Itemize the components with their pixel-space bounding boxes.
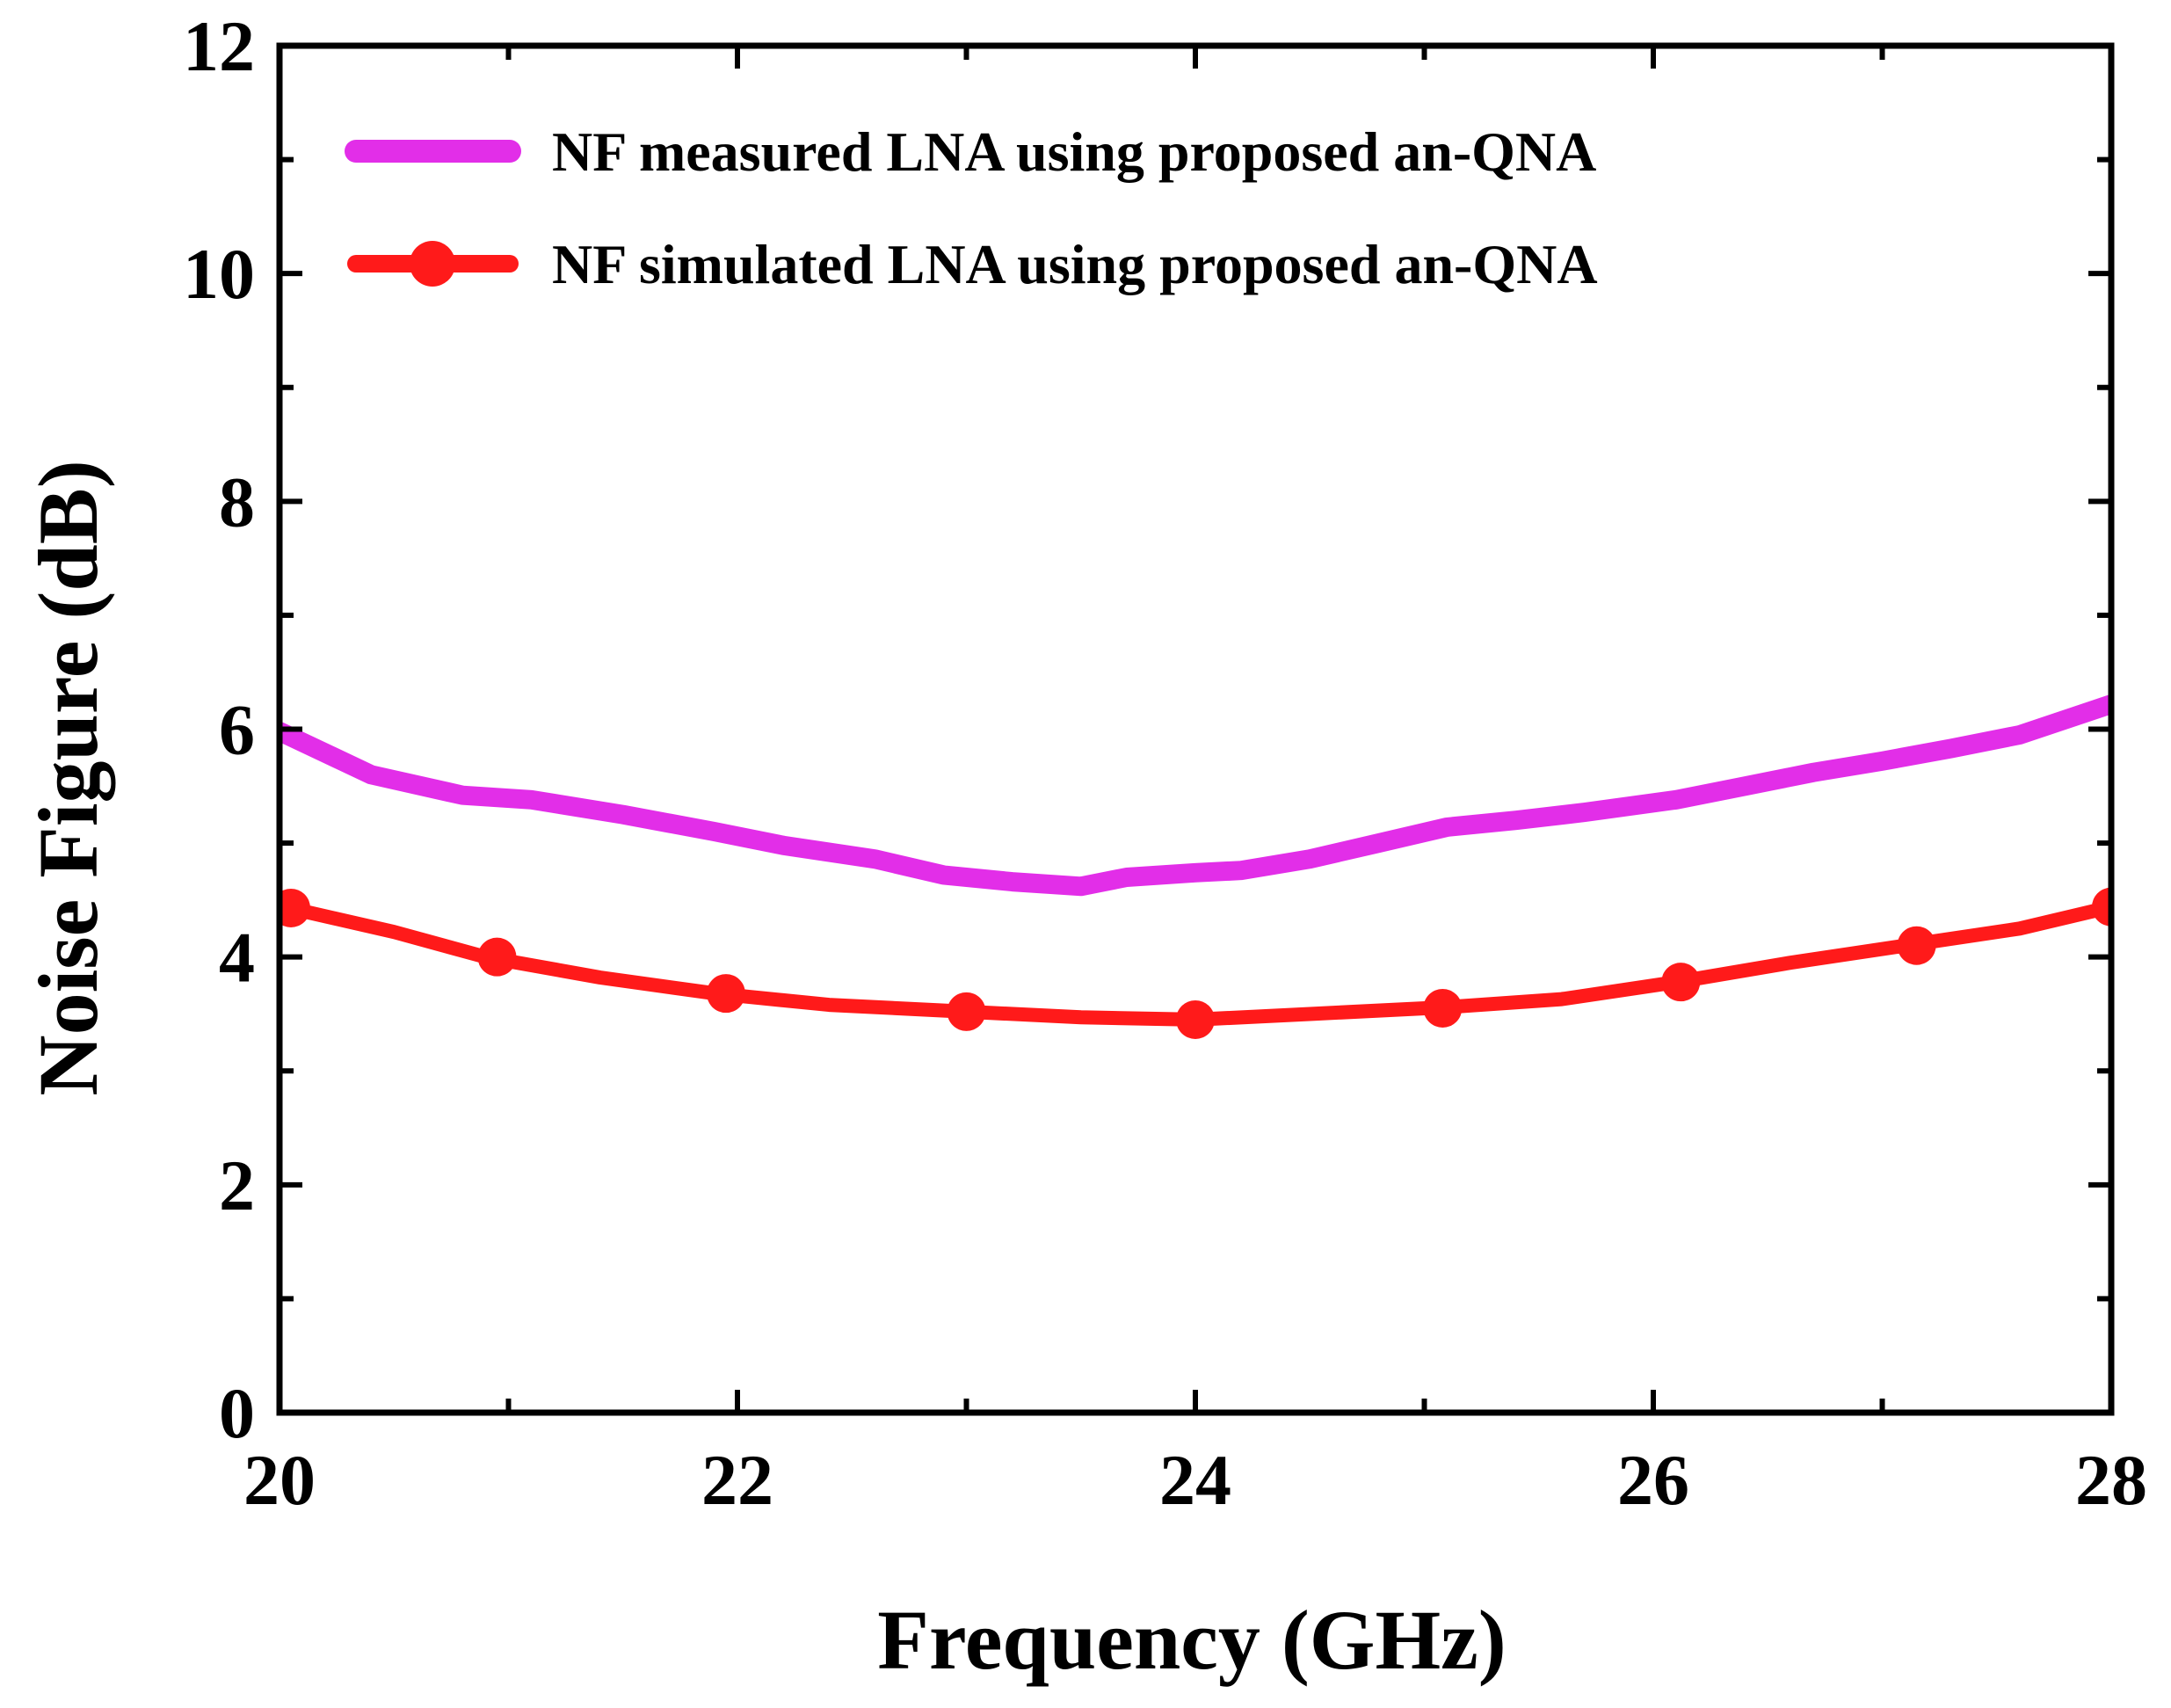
series-line-measured: [280, 694, 2111, 897]
y-tick-label: 4: [219, 918, 255, 998]
simulated-point: [1661, 963, 1701, 1002]
x-tick-label: 22: [701, 1440, 773, 1520]
y-tick-label: 10: [183, 234, 255, 314]
legend-marker-simulated: [410, 241, 455, 287]
y-tick-label: 2: [219, 1145, 255, 1225]
x-axis-title: Frequency (GHz): [877, 1593, 1506, 1687]
x-tick-label: 26: [1617, 1440, 1689, 1520]
ticks-layer: [277, 43, 2114, 1415]
simulated-point: [706, 974, 745, 1014]
legend-label-simulated: NF simulated LNA using proposed an-QNA: [552, 233, 1598, 295]
legend: NF measured LNA using proposed an-QNA NF…: [345, 120, 1598, 295]
simulated-point: [1423, 988, 1463, 1028]
legend-label-measured: NF measured LNA using proposed an-QNA: [552, 120, 1596, 183]
y-tick-label: 0: [219, 1373, 255, 1453]
simulated-point: [280, 888, 311, 927]
x-tick-label: 28: [2075, 1440, 2147, 1520]
series-layer: [280, 694, 2111, 1039]
y-tick-label: 6: [219, 690, 255, 770]
simulated-point: [477, 937, 517, 977]
x-tick-label: 24: [1159, 1440, 1231, 1520]
y-axis-title: Noise Figure (dB): [21, 460, 115, 1096]
simulated-point: [1897, 926, 1936, 965]
y-tick-label: 8: [219, 462, 255, 541]
simulated-point: [2092, 887, 2111, 927]
y-tick-label: 12: [183, 6, 255, 86]
simulated-point: [947, 992, 986, 1031]
simulated-point: [1176, 999, 1215, 1039]
x-tick-label: 20: [243, 1440, 316, 1520]
